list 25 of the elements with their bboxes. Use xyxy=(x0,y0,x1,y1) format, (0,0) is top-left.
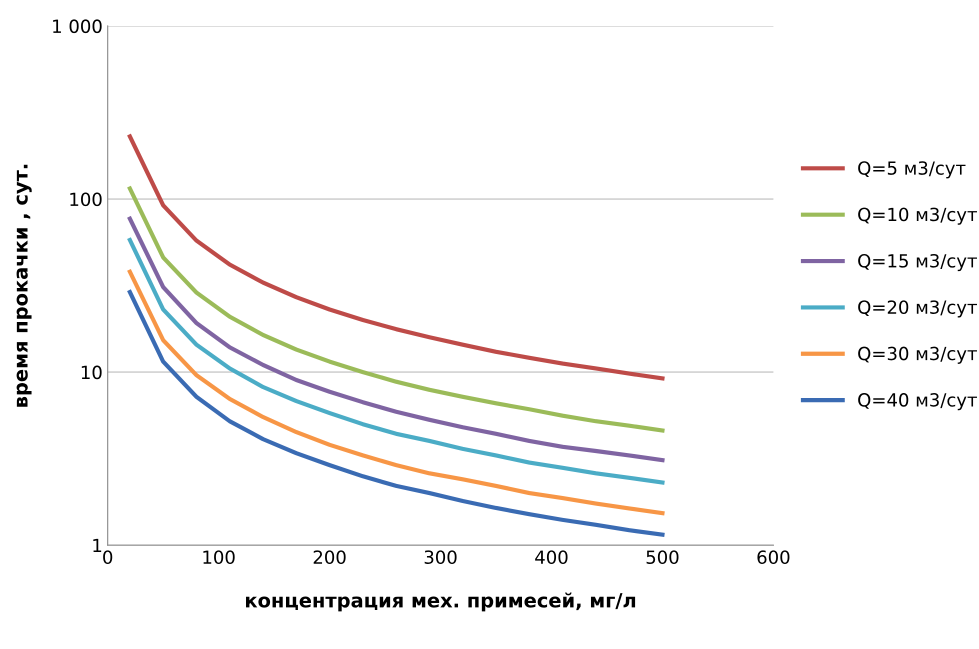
x-tick-label: 200 xyxy=(314,550,346,564)
legend-label: Q=30 м3/сут xyxy=(858,346,977,364)
legend-label: Q=5 м3/сут xyxy=(858,161,966,178)
x-tick-label: 600 xyxy=(757,550,790,564)
legend-label: Q=15 м3/сут xyxy=(858,254,977,272)
line-series xyxy=(128,134,665,380)
y-tick-label: 1 000 xyxy=(53,19,102,34)
x-axis-title: концентрация мех. примесей, мг/л xyxy=(246,592,636,612)
line-series xyxy=(128,290,665,537)
line-series xyxy=(128,186,665,433)
y-tick-label: 1 xyxy=(93,538,102,552)
x-tick-label: 100 xyxy=(203,550,235,564)
legend-label: Q=40 м3/сут xyxy=(858,393,977,410)
y-tick-label: 10 xyxy=(82,366,102,380)
y-axis-title: время прокачки , сут. xyxy=(16,164,32,407)
line-series xyxy=(128,238,665,485)
x-tick-label: 500 xyxy=(646,550,678,564)
legend-label: Q=20 м3/сут xyxy=(858,300,977,318)
y-tick-label: 100 xyxy=(70,192,102,206)
line-series xyxy=(128,216,665,462)
x-tick-label: 300 xyxy=(424,550,457,564)
line-series xyxy=(128,270,665,516)
x-tick-label: 0 xyxy=(103,550,112,564)
legend-label: Q=10 м3/сут xyxy=(858,208,977,225)
x-tick-label: 400 xyxy=(535,550,568,564)
